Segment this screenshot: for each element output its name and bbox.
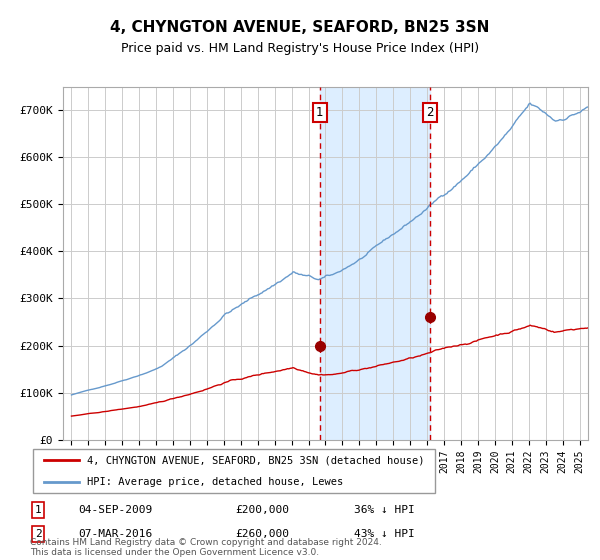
Text: £260,000: £260,000 — [235, 529, 289, 539]
Text: Price paid vs. HM Land Registry's House Price Index (HPI): Price paid vs. HM Land Registry's House … — [121, 42, 479, 55]
FancyBboxPatch shape — [33, 449, 435, 493]
Text: 07-MAR-2016: 07-MAR-2016 — [79, 529, 153, 539]
Text: Contains HM Land Registry data © Crown copyright and database right 2024.
This d: Contains HM Land Registry data © Crown c… — [30, 538, 382, 557]
Text: 1: 1 — [35, 505, 41, 515]
Text: 4, CHYNGTON AVENUE, SEAFORD, BN25 3SN (detached house): 4, CHYNGTON AVENUE, SEAFORD, BN25 3SN (d… — [86, 455, 424, 465]
Text: 1: 1 — [316, 106, 323, 119]
Text: £200,000: £200,000 — [235, 505, 289, 515]
Text: 2: 2 — [426, 106, 434, 119]
Text: HPI: Average price, detached house, Lewes: HPI: Average price, detached house, Lewe… — [86, 477, 343, 487]
Text: 4, CHYNGTON AVENUE, SEAFORD, BN25 3SN: 4, CHYNGTON AVENUE, SEAFORD, BN25 3SN — [110, 20, 490, 35]
Bar — [320, 87, 430, 440]
Text: 2: 2 — [35, 529, 41, 539]
Text: 36% ↓ HPI: 36% ↓ HPI — [354, 505, 415, 515]
Text: 43% ↓ HPI: 43% ↓ HPI — [354, 529, 415, 539]
Text: 04-SEP-2009: 04-SEP-2009 — [79, 505, 153, 515]
